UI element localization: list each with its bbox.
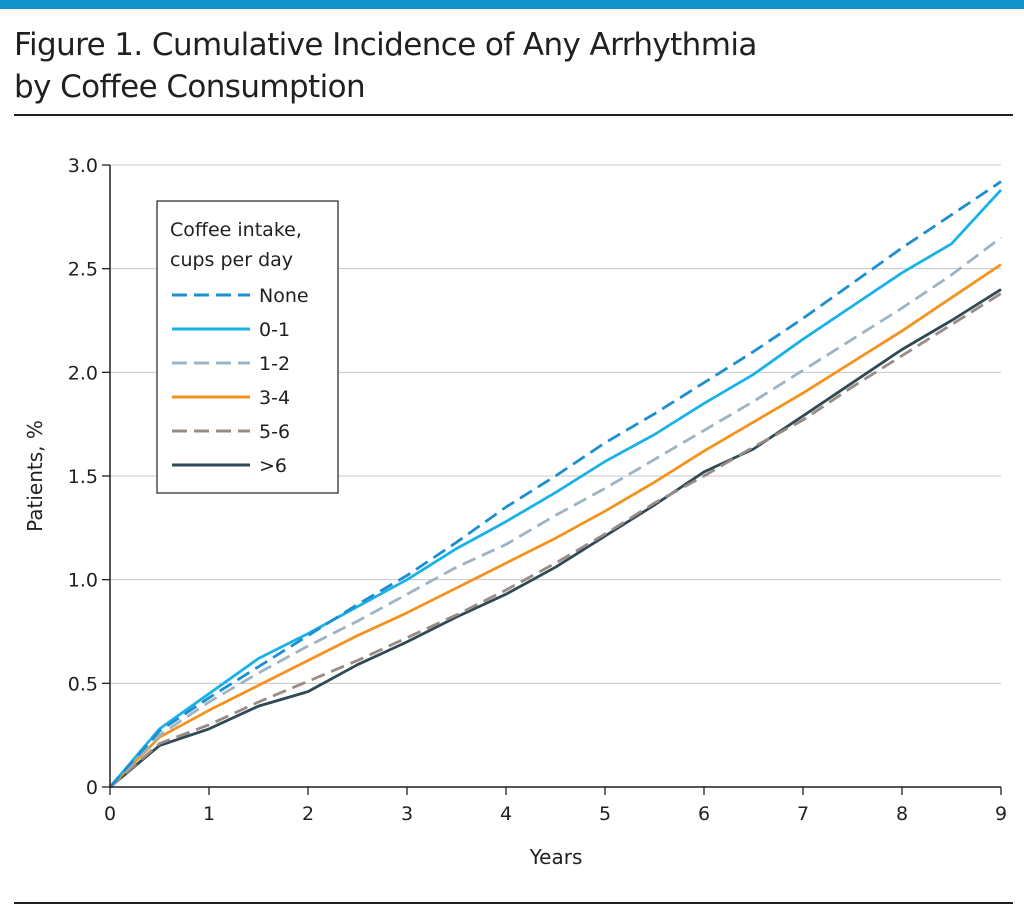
y-tick-label-1: 0.5: [68, 673, 98, 695]
legend-label-3: 3-4: [259, 387, 290, 409]
bottom-divider: [14, 902, 1013, 904]
x-tick-label-8: 8: [896, 803, 908, 825]
figure-title-line-2: by Coffee Consumption: [14, 69, 366, 105]
series-line-5: [109, 288, 1002, 789]
chart-series: [108, 180, 1003, 789]
y-axis-ticks: 0 0.5 1.0 1.5 2.0 2.5 3.0: [68, 155, 110, 799]
figure-title-line-1: Figure 1. Cumulative Incidence of Any Ar…: [14, 27, 757, 63]
legend-title-line-1: Coffee intake,: [170, 219, 302, 241]
legend-items: None 0-1 1-2 3-4 5-6 >6: [172, 285, 309, 477]
legend: Coffee intake, cups per day None 0-1 1-2 3-…: [156, 200, 339, 494]
x-tick-label-9: 9: [995, 803, 1007, 825]
series-line-2: [108, 236, 1002, 788]
legend-label-0: None: [259, 285, 309, 307]
y-tick-label-4: 2.0: [68, 362, 98, 384]
x-tick-label-1: 1: [203, 803, 215, 825]
legend-label-4: 5-6: [259, 421, 290, 443]
legend-label-2: 1-2: [259, 353, 290, 375]
legend-box: [156, 200, 339, 494]
legend-label-1: 0-1: [259, 319, 290, 341]
top-accent-bar: [0, 0, 1024, 9]
y-tick-label-2: 1.0: [68, 570, 98, 592]
x-tick-label-2: 2: [302, 803, 314, 825]
y-tick-label-0: 0: [86, 777, 98, 799]
x-tick-label-4: 4: [500, 803, 512, 825]
x-tick-label-7: 7: [797, 803, 809, 825]
x-axis-ticks: 0 1 2 3 4 5 6 7 8 9: [104, 787, 1007, 825]
y-tick-label-6: 3.0: [68, 155, 98, 177]
series-line-4: [109, 292, 1002, 789]
series-line-1: [108, 188, 1003, 788]
x-tick-label-5: 5: [599, 803, 611, 825]
y-tick-label-5: 2.5: [68, 259, 98, 281]
x-tick-label-6: 6: [698, 803, 710, 825]
y-tick-label-3: 1.5: [68, 466, 98, 488]
y-axis-title: Patients, %: [23, 420, 47, 532]
x-tick-label-0: 0: [104, 803, 116, 825]
legend-label-5: >6: [259, 455, 287, 477]
series-line-3: [109, 263, 1002, 788]
x-tick-label-3: 3: [401, 803, 413, 825]
series-line-0: [108, 180, 1002, 788]
x-axis-title: Years: [529, 845, 583, 869]
legend-title-line-2: cups per day: [170, 249, 293, 271]
figure-title: Figure 1. Cumulative Incidence of Any Ar…: [14, 24, 994, 108]
title-divider: [14, 114, 1013, 116]
